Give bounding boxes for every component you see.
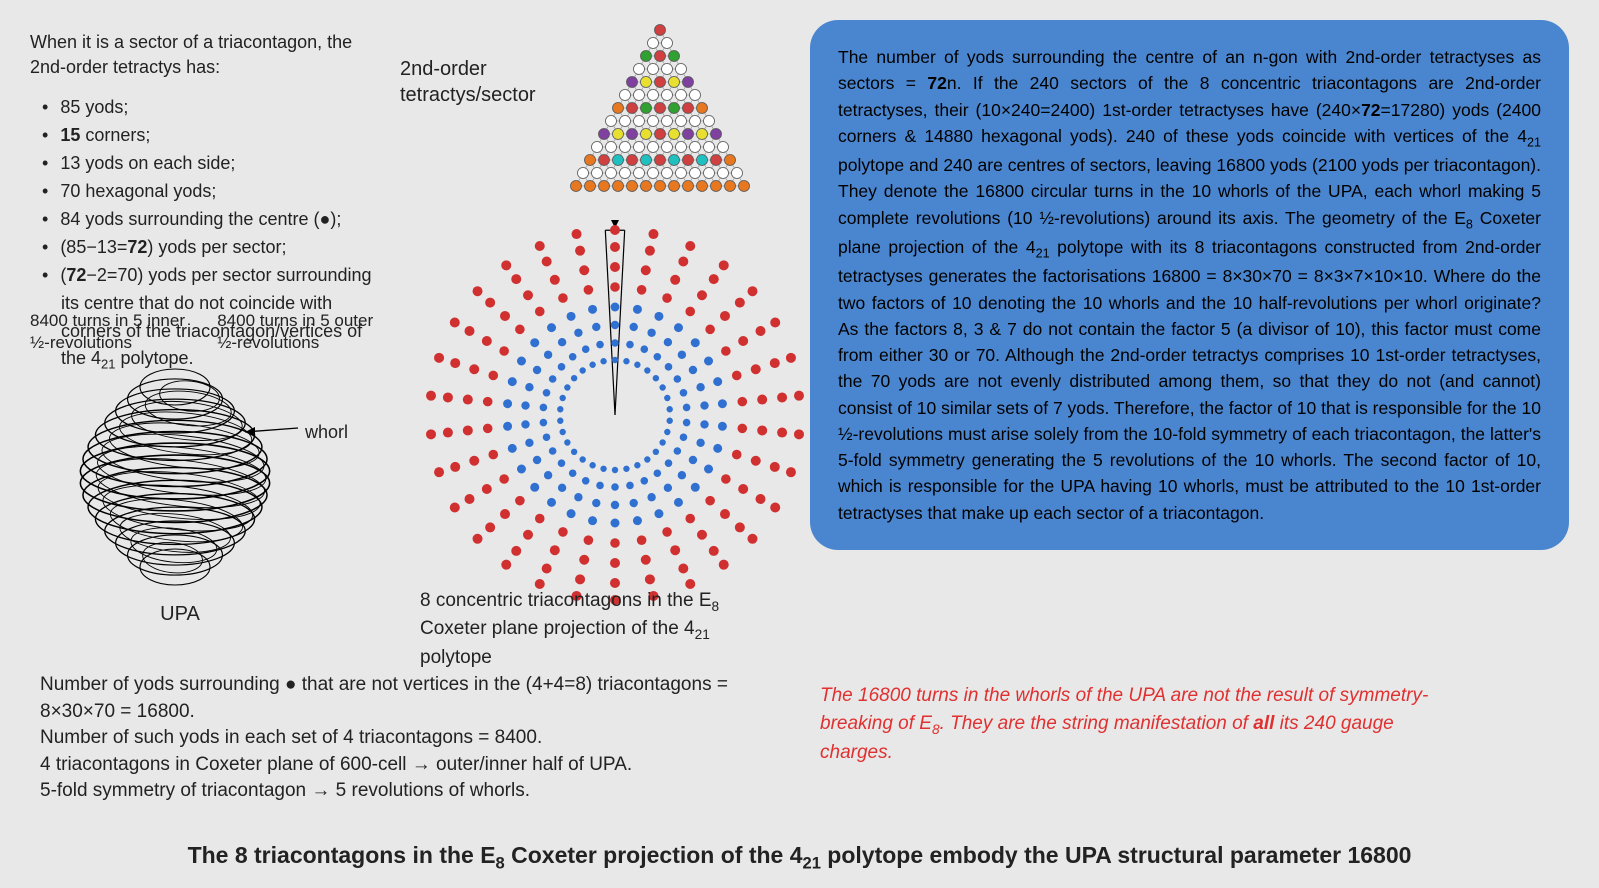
- whorl-label: whorl: [305, 422, 348, 443]
- bottom-left-text: Number of yods surrounding ● that are no…: [40, 672, 760, 805]
- bottom-title: The 8 triacontagons in the E8 Coxeter pr…: [0, 842, 1599, 874]
- red-italic-text: The 16800 turns in the whorls of the UPA…: [820, 682, 1470, 767]
- triacontagon-caption: 8 concentric triacontagons in the E8 Cox…: [420, 588, 780, 670]
- bullet-item: 70 hexagonal yods;: [61, 178, 380, 206]
- middle-column: 2nd-ordertetractys/sector 8 concentric t…: [380, 20, 800, 550]
- upa-left-label: 8400 turns in 5 inner ½-revolutions: [30, 310, 203, 354]
- bullet-item: 15 corners;: [61, 122, 380, 150]
- upa-caption: UPA: [60, 603, 300, 626]
- tetractys-diagram: [560, 20, 760, 200]
- page: When it is a sector of a triacontagon, t…: [0, 0, 1599, 888]
- upa-top-labels: 8400 turns in 5 inner ½-revolutions 8400…: [30, 310, 390, 354]
- bullet-item: 13 yods on each side;: [61, 150, 380, 178]
- intro-text: When it is a sector of a triacontagon, t…: [30, 30, 380, 80]
- upa-figure: whorl: [60, 362, 300, 597]
- blue-panel: The number of yods surrounding the centr…: [810, 20, 1569, 550]
- triacontagon-diagram: [420, 220, 810, 610]
- right-column: The number of yods surrounding the centr…: [800, 20, 1569, 550]
- tetractys-label: 2nd-ordertetractys/sector: [400, 56, 536, 108]
- upa-right-label: 8400 turns in 5 outer ½-revolutions: [217, 310, 390, 354]
- bullet-item: 84 yods surrounding the centre (●);: [61, 206, 380, 234]
- upa-block: 8400 turns in 5 inner ½-revolutions 8400…: [30, 310, 390, 626]
- bullet-item: (85−13=72) yods per sector;: [61, 234, 380, 262]
- bullet-item: 85 yods;: [61, 94, 380, 122]
- upa-svg: [60, 362, 300, 592]
